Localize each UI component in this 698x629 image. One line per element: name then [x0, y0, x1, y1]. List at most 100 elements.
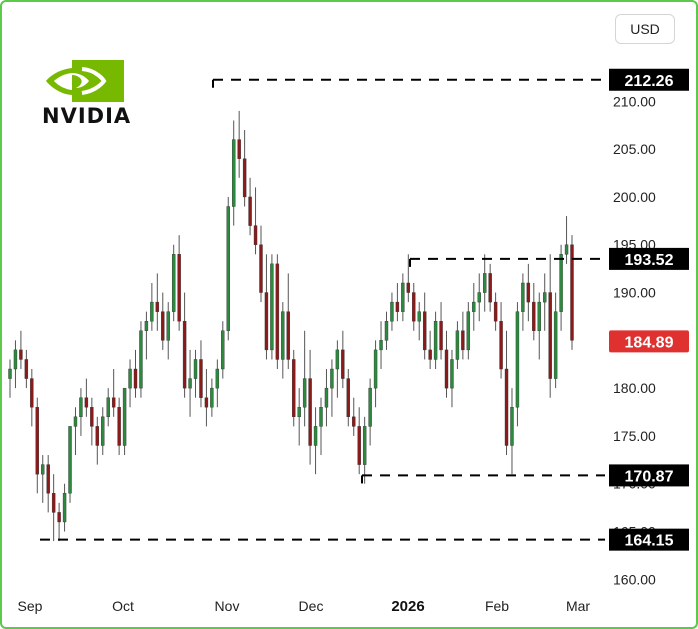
candle-body: [101, 416, 105, 446]
candle-body: [281, 311, 285, 360]
candle-body: [526, 282, 531, 303]
candle: [472, 282, 476, 331]
candle: [51, 474, 56, 542]
candle: [95, 416, 100, 465]
candle: [532, 282, 536, 341]
candle-body: [406, 282, 411, 293]
candle-body: [488, 273, 492, 303]
candle: [412, 282, 416, 331]
candle: [248, 177, 252, 236]
candle-body: [237, 139, 241, 159]
candle-body: [199, 359, 203, 398]
candle-body: [248, 196, 252, 226]
candle-body: [417, 311, 421, 322]
candle: [488, 263, 492, 312]
candle-body: [275, 263, 280, 360]
candle: [324, 369, 329, 427]
candle: [101, 407, 105, 456]
candle-body: [297, 407, 301, 418]
candle-body: [177, 254, 181, 322]
candle: [401, 273, 405, 322]
candle-body: [139, 330, 143, 389]
candle: [433, 311, 438, 370]
candle: [84, 378, 89, 417]
candle-body: [379, 340, 383, 351]
candle-body: [570, 244, 574, 341]
candle: [335, 340, 340, 398]
candle: [253, 187, 258, 255]
candle-body: [270, 263, 274, 351]
candle: [19, 330, 23, 370]
candle-body: [57, 512, 61, 523]
candle: [521, 273, 525, 331]
candle: [368, 378, 372, 446]
candle-body: [313, 426, 318, 446]
candle: [259, 225, 263, 303]
candle-body: [117, 407, 121, 446]
y-tick-label: 175.00: [613, 428, 656, 444]
candle-body: [477, 292, 481, 303]
currency-button[interactable]: USD: [615, 14, 675, 44]
x-tick-label: Feb: [485, 598, 509, 614]
candle: [373, 340, 378, 408]
level-label: 193.52: [625, 252, 674, 269]
candle-body: [8, 368, 12, 379]
candle-body: [188, 378, 192, 389]
candle: [275, 254, 280, 370]
candle-body: [401, 282, 405, 312]
candle: [8, 359, 12, 398]
level-lines: 212.26 193.52 170.87 164.15 184.89: [40, 68, 689, 551]
candle: [237, 110, 241, 178]
candle: [559, 244, 563, 331]
candle-body: [532, 301, 536, 331]
candle-body: [122, 387, 127, 446]
candle-body: [182, 321, 187, 389]
candle-body: [133, 368, 138, 389]
candle: [461, 311, 465, 360]
candle: [319, 397, 323, 456]
candle: [24, 349, 29, 389]
candle: [341, 330, 345, 389]
candle-body: [41, 464, 45, 475]
candle-body: [537, 301, 541, 331]
candle-body: [395, 301, 400, 312]
candle: [150, 282, 154, 331]
level-label: 170.87: [625, 468, 674, 485]
candle: [330, 359, 334, 417]
candle: [111, 369, 116, 417]
candle: [204, 369, 209, 427]
candle-body: [161, 311, 165, 341]
candle: [477, 273, 481, 322]
candle-body: [564, 244, 569, 255]
candle-body: [46, 464, 50, 494]
candle: [395, 282, 400, 322]
candle: [362, 416, 367, 484]
candle: [422, 292, 427, 360]
candle-body: [253, 225, 258, 245]
candle-body: [341, 349, 345, 379]
candle-body: [221, 330, 225, 370]
candle-body: [68, 426, 72, 494]
x-tick-label: 2026: [391, 598, 424, 615]
candle-body: [242, 158, 247, 198]
candle: [292, 349, 296, 427]
candle: [210, 378, 214, 417]
candle: [221, 321, 225, 379]
candle: [357, 407, 361, 475]
candle-body: [51, 493, 56, 513]
candle: [384, 311, 389, 350]
candle-body: [73, 416, 78, 427]
candle-body: [352, 416, 356, 427]
x-axis-ticks: Sep Oct Nov Dec 2026 Feb Mar: [18, 598, 591, 615]
candle: [73, 407, 78, 456]
candle-body: [362, 426, 367, 465]
candle: [548, 254, 552, 398]
candle: [510, 388, 514, 475]
candle-body: [330, 368, 334, 389]
nvidia-eye-icon: [46, 60, 124, 102]
candle: [466, 302, 471, 360]
candle-body: [439, 321, 443, 351]
candle-body: [384, 321, 389, 341]
